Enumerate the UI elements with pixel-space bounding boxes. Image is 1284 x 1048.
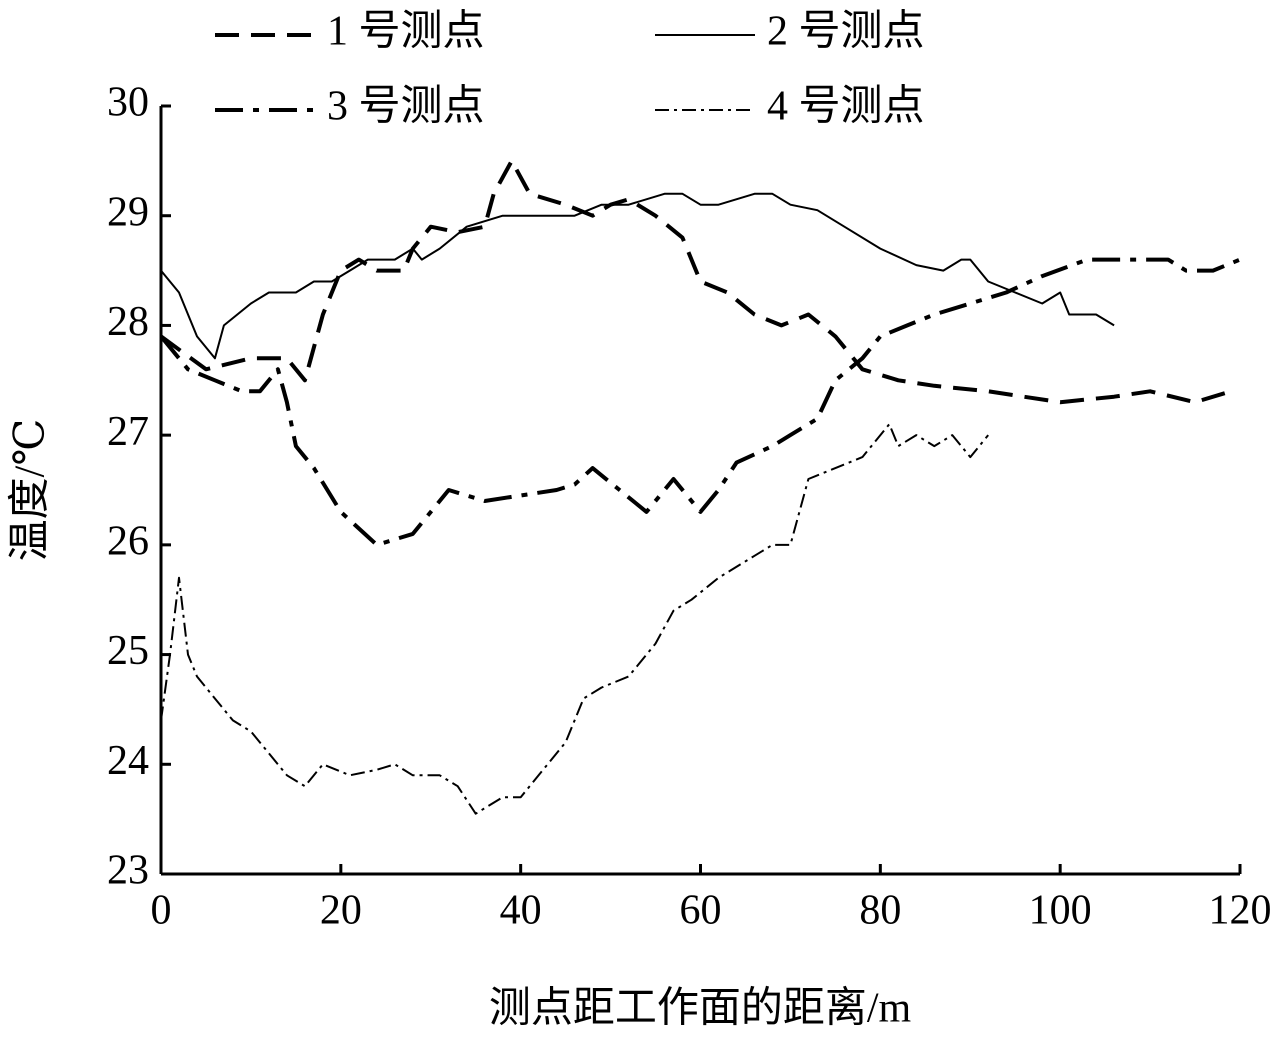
- series-line: [160, 423, 989, 815]
- y-tick-label: 30: [107, 80, 149, 126]
- x-tick-label: 100: [1029, 888, 1092, 934]
- x-tick-label: 120: [1209, 888, 1272, 934]
- series-line: [159, 257, 1241, 547]
- legend-label: 1 号测点: [327, 9, 485, 55]
- y-tick-label: 24: [107, 738, 149, 784]
- y-tick-label: 27: [107, 409, 149, 455]
- y-tick-label: 25: [107, 628, 149, 674]
- series-line: [160, 192, 1115, 360]
- legend-label: 3 号测点: [327, 84, 485, 130]
- x-tick-label: 60: [680, 888, 722, 934]
- series-line: [159, 158, 1232, 405]
- y-axis-label: 温度/℃: [8, 419, 54, 562]
- x-axis-label: 测点距工作面的距离/m: [489, 985, 912, 1032]
- x-tick-label: 80: [859, 888, 901, 934]
- y-tick-label: 26: [107, 518, 149, 564]
- x-tick-label: 40: [500, 888, 542, 934]
- legend-label: 4 号测点: [767, 84, 925, 130]
- legend-label: 2 号测点: [767, 9, 925, 55]
- y-tick-label: 28: [107, 299, 149, 345]
- x-tick-label: 0: [151, 888, 172, 934]
- y-tick-label: 23: [107, 848, 149, 894]
- x-tick-label: 20: [320, 888, 362, 934]
- y-tick-label: 29: [107, 189, 149, 235]
